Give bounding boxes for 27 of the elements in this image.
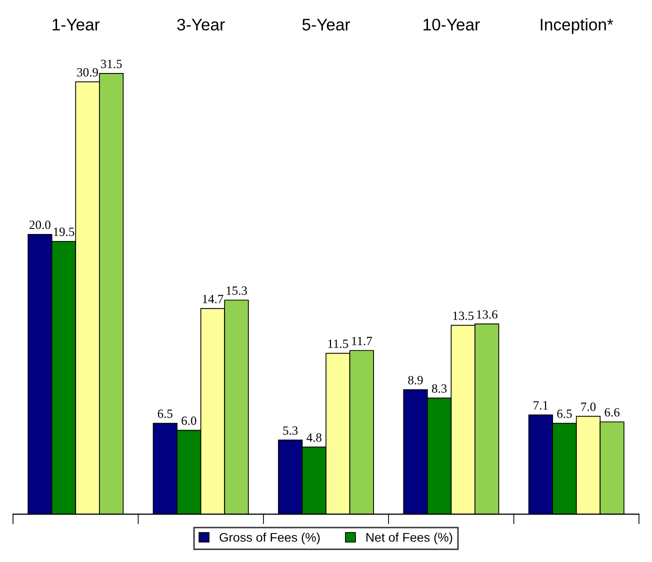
data-label: 5.3 bbox=[283, 426, 298, 435]
data-label: 20.0 bbox=[30, 220, 50, 230]
data-label: 6.0 bbox=[182, 416, 196, 426]
data-label: 11.7 bbox=[352, 336, 372, 346]
data-label: 8.3 bbox=[432, 384, 447, 393]
x-tick-label: 1-Year bbox=[52, 18, 100, 31]
x-tick-label: 10-Year bbox=[424, 18, 480, 31]
data-label: 7.0 bbox=[581, 402, 596, 412]
data-label: 13.6 bbox=[477, 310, 498, 319]
x-tick-label: 3-Year bbox=[177, 18, 225, 31]
data-label: 11.5 bbox=[328, 340, 348, 348]
data-label: 15.3 bbox=[226, 286, 247, 295]
data-label: 8.9 bbox=[408, 376, 423, 384]
data-label: 6.5 bbox=[557, 410, 572, 418]
data-label: 4.8 bbox=[306, 433, 322, 442]
data-label: 7.1 bbox=[534, 401, 548, 410]
x-tick-label: Inception* bbox=[540, 18, 614, 34]
x-tick-label: 5-Year bbox=[302, 18, 350, 31]
data-label: 19.5 bbox=[54, 228, 74, 236]
data-label: 30.9 bbox=[77, 68, 98, 77]
data-label: 31.5 bbox=[100, 60, 122, 68]
legend-label: Net of Fees (%) bbox=[366, 532, 452, 544]
legend-label: Gross of Fees (%) bbox=[220, 532, 320, 544]
data-label: 13.5 bbox=[453, 312, 474, 320]
data-label: 14.7 bbox=[202, 294, 224, 304]
data-label: 6.6 bbox=[604, 408, 620, 417]
data-label: 6.5 bbox=[158, 410, 172, 418]
